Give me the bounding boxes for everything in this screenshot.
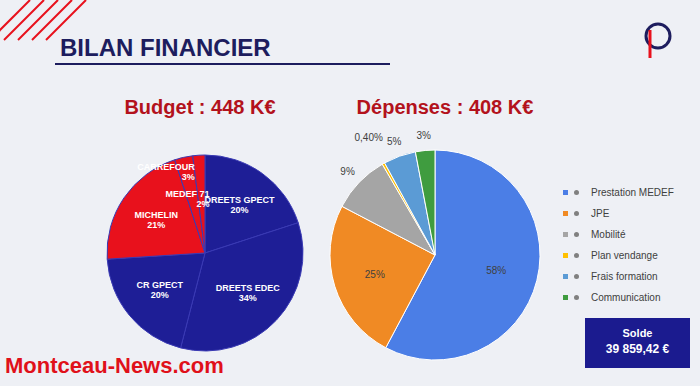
svg-text:DREETS EDEC34%: DREETS EDEC34% xyxy=(216,283,281,303)
html-text:BILAN FINANCIER: BILAN FINANCIER xyxy=(60,34,271,61)
svg-text:MICHELIN21%: MICHELIN21% xyxy=(135,210,179,230)
html-text:Montceau-News.com: Montceau-News.com xyxy=(5,353,224,378)
svg-text:0,40%: 0,40% xyxy=(355,132,383,143)
svg-text:25%: 25% xyxy=(365,269,385,280)
html-text:Communication: Communication xyxy=(591,292,661,303)
svg-text:58%: 58% xyxy=(486,265,506,276)
svg-text:CARREFOUR3%: CARREFOUR3% xyxy=(137,162,195,182)
html-text:Solde: Solde xyxy=(622,327,653,339)
html-text:Budget : 448 K€: Budget : 448 K€ xyxy=(124,96,276,118)
svg-text:5%: 5% xyxy=(387,136,402,147)
html-text:Plan vendange: Plan vendange xyxy=(591,250,658,261)
html-text:Mobilité: Mobilité xyxy=(591,229,626,240)
html-text:39 859,42 €: 39 859,42 € xyxy=(605,342,670,356)
svg-text:MEDEF 712%: MEDEF 712% xyxy=(166,189,210,209)
html-text:Prestation MEDEF: Prestation MEDEF xyxy=(591,187,674,198)
svg-text:DREETS GPECT20%: DREETS GPECT20% xyxy=(205,195,276,215)
svg-text:CR GPECT20%: CR GPECT20% xyxy=(136,280,183,300)
html-text:Dépenses : 408 K€: Dépenses : 408 K€ xyxy=(356,96,534,118)
svg-text:3%: 3% xyxy=(416,130,431,141)
svg-text:9%: 9% xyxy=(340,166,355,177)
html-text:JPE: JPE xyxy=(591,208,610,219)
html-text:Frais formation: Frais formation xyxy=(591,271,658,282)
